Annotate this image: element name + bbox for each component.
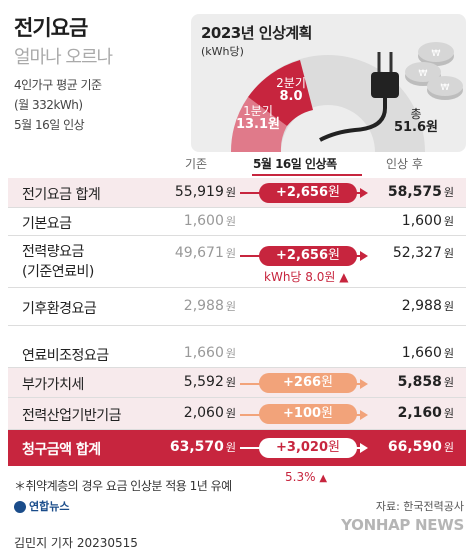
arrow-head-icon [360, 443, 368, 453]
row-before: 1,600 원 [183, 213, 236, 229]
row-after: 1,660 원 [401, 345, 454, 361]
segment-label-q1: 1분기 13.1원 [235, 104, 281, 132]
table-row: 전력량요금 (기준연료비) 49,671 원 52,327 원 [8, 236, 466, 288]
info-line: (월 332kWh) [14, 98, 83, 112]
page-title: 전기요금 [14, 16, 88, 40]
coins-icon: ₩ ₩ ₩ [405, 42, 463, 100]
row-before: 1,660 원 [183, 345, 236, 361]
row-before: 49,671 원 [174, 245, 236, 261]
segment-label-total: 총 51.6원 [393, 107, 439, 135]
row-before: 63,570 원 [169, 439, 236, 455]
table-row-total: 청구금액 합계 63,570 원 66,590 원 [8, 430, 466, 466]
table-row: 기본요금 1,600 원 1,600 원 [8, 208, 466, 236]
yonhap-logo: 연합뉴스 [14, 498, 69, 514]
table-header: 기존 5월 16일 인상폭 인상 후 [0, 155, 474, 173]
row-label: 전력량요금 (기준연료비) [22, 244, 94, 280]
row-label: 기본요금 [22, 216, 72, 232]
chart-title: 2023년 인상계획 [201, 24, 312, 42]
plug-icon [319, 52, 399, 142]
table-row: 부가가치세 5,592 원 5,858 원 [8, 368, 466, 398]
table-row: 전기요금 합계 55,919 원 58,575 원 [8, 178, 466, 208]
header-change: 5월 16일 인상폭 [253, 157, 337, 171]
footnote: ＊취약계층의 경우 요금 인상분 적용 1년 유예 [14, 479, 232, 493]
arrow-head-icon [360, 379, 368, 389]
row-after: 2,988 원 [401, 298, 454, 314]
byline: 김민지 기자 20230515 [14, 536, 138, 550]
source-note: 자료: 한국전력공사 [375, 500, 464, 513]
info-line: 5월 16일 인상 [14, 118, 85, 132]
info-line: 4인가구 평균 기준 [14, 78, 102, 92]
segment-q1 [230, 97, 287, 152]
table-row: 전력산업기반기금 2,060 원 2,160 원 [8, 398, 466, 430]
header-before: 기존 [185, 157, 208, 171]
change-pill: +2,656원 [259, 183, 357, 203]
segment-label-q2: 2분기 8.0 [276, 76, 306, 104]
svg-text:₩: ₩ [432, 49, 441, 59]
row-before: 5,592 원 [183, 374, 236, 390]
change-pill: +266원 [259, 373, 357, 393]
chart-unit: (kWh당) [201, 45, 244, 58]
row-label: 전기요금 합계 [22, 187, 101, 203]
row-label: 연료비조정요금 [22, 348, 109, 364]
segment-q2 [248, 60, 313, 126]
row-after: 1,600 원 [401, 213, 454, 229]
row-after: 2,160 원 [397, 405, 454, 421]
change-pill: +2,656원 [259, 246, 357, 266]
page-subtitle: 얼마나 오르나 [14, 47, 113, 68]
table-row: 기후환경요금 2,988 원 2,988 원 [8, 288, 466, 326]
table-row: 연료비조정요금 1,660 원 1,660 원 [8, 326, 466, 368]
row-before: 2,988 원 [183, 298, 236, 314]
chart-panel: ₩ ₩ ₩ 2023년 인상계획 (kWh당) 2분기 8.0 1분기 13.1원 … [191, 14, 466, 152]
row-label: 전력산업기반기금 [22, 408, 122, 424]
row-label: 청구금액 합계 [22, 442, 101, 458]
row-after: 58,575 원 [387, 184, 454, 200]
header-underline [252, 174, 362, 176]
row-after: 52,327 원 [392, 245, 454, 261]
change-pill: +100원 [259, 404, 357, 424]
row-after: 66,590 원 [387, 439, 454, 455]
header-after: 인상 후 [386, 157, 423, 171]
row-label: 기후환경요금 [22, 301, 97, 317]
arrow-head-icon [360, 251, 368, 261]
row-after: 5,858 원 [397, 374, 454, 390]
arrow-head-icon [360, 188, 368, 198]
watermark: YONHAP NEWS [341, 516, 464, 534]
row-before: 55,919 원 [174, 184, 236, 200]
svg-text:₩: ₩ [441, 83, 450, 93]
row-before: 2,060 원 [183, 405, 236, 421]
logo-icon [14, 501, 26, 513]
row-label: 부가가치세 [22, 377, 84, 393]
unit-increase-note: kWh당 8.0원 ▲ [264, 270, 349, 284]
arrow-head-icon [360, 410, 368, 420]
change-pill: +3,020원 [259, 438, 357, 458]
increase-percent: 5.3% ▲ [285, 470, 328, 484]
svg-text:₩: ₩ [419, 69, 428, 79]
